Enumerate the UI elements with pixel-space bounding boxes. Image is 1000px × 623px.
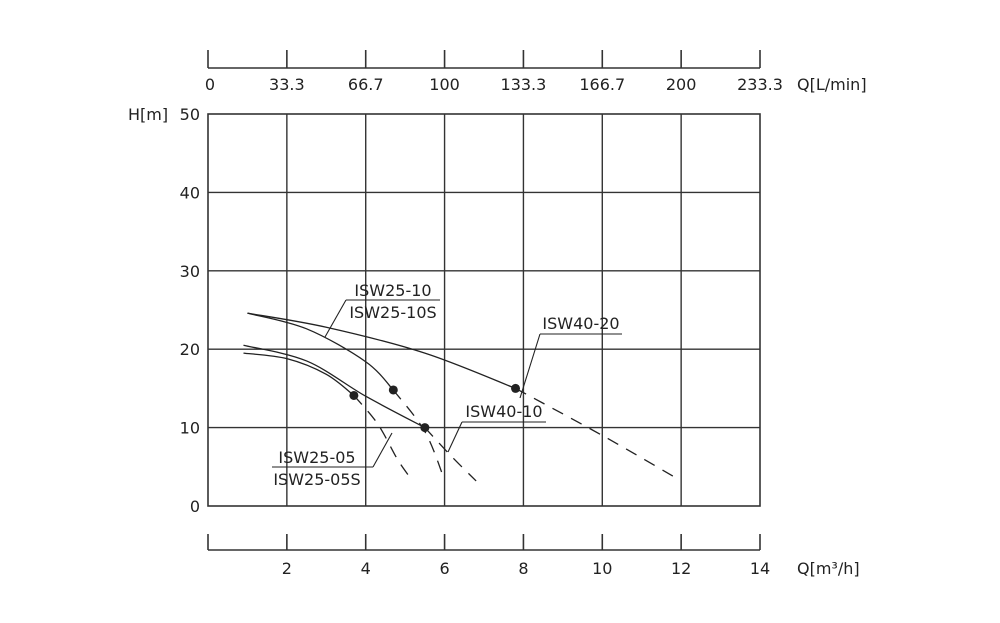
x2-axis-label: Q[L/min] — [797, 75, 867, 94]
x-tick-label: 14 — [750, 559, 770, 578]
bep-point-isw25-05s — [420, 423, 430, 433]
x2-tick-label: 166.7 — [579, 75, 625, 94]
leader-isw40-20 — [519, 333, 541, 399]
curve-label-isw25-05: ISW25-05 — [278, 448, 355, 467]
curve-label-isw25-10s: ISW25-10S — [349, 303, 436, 322]
curve-labels: ISW25-10 ISW25-10S ISW40-20 ISW40-10 ISW25-0… — [272, 281, 622, 489]
curve-label-isw40-10: ISW40-10 — [465, 402, 542, 421]
curve-label-isw40-20: ISW40-20 — [542, 314, 619, 333]
x-axis-label: Q[m³/h] — [797, 559, 860, 578]
bep-point-isw40-20 — [511, 383, 521, 393]
y-tick-label: 40 — [180, 183, 200, 202]
x2-tick-label: 133.3 — [501, 75, 547, 94]
x-tick-label: 10 — [592, 559, 612, 578]
x2-tick-label: 0 — [205, 75, 215, 94]
curves — [243, 312, 678, 482]
y-tick-label: 20 — [180, 340, 200, 359]
x2-tick-label: 66.7 — [348, 75, 384, 94]
leader-isw25-05 — [372, 432, 393, 468]
x-tick-label: 2 — [282, 559, 292, 578]
curve-solid-isw25-10 — [247, 312, 394, 391]
grid — [207, 113, 761, 507]
x-tick-label: 12 — [671, 559, 691, 578]
curve-solid-isw25-05s — [243, 344, 426, 429]
x2-tick-label: 233.3 — [737, 75, 783, 94]
x2-tick-label: 33.3 — [269, 75, 305, 94]
bep-point-isw25-05 — [349, 390, 359, 400]
x2-tick-label: 100 — [429, 75, 460, 94]
leader-isw40-10 — [447, 421, 463, 453]
y-axis-label: H[m] — [128, 105, 168, 124]
plot-frame — [207, 113, 761, 507]
x-tick-label: 6 — [439, 559, 449, 578]
bep-point-isw25-10 — [388, 385, 398, 395]
curve-label-isw25-10: ISW25-10 — [354, 281, 431, 300]
curve-dashed-isw40-20 — [515, 387, 678, 480]
y-tick-label: 10 — [180, 419, 200, 438]
x-tick-label: 8 — [518, 559, 528, 578]
y-tick-label: 50 — [180, 105, 200, 124]
x2-tick-label: 200 — [666, 75, 697, 94]
y-tick-label: 0 — [190, 497, 200, 516]
curve-dashed-isw25-10 — [392, 389, 446, 481]
curve-label-isw25-05s: ISW25-05S — [273, 470, 360, 489]
curve-dashed-isw25-05 — [353, 395, 410, 477]
leader-isw25-10 — [324, 299, 347, 338]
y-tick-label: 30 — [180, 262, 200, 281]
axes: 0 10 20 30 40 50 2 4 6 8 10 12 14 0 33.3 66.7 100 133.3 16… — [180, 50, 783, 578]
curve-solid-isw40-20 — [247, 312, 516, 390]
curve-solid-isw25-05 — [243, 352, 355, 396]
curve-dashed-isw25-05s — [424, 427, 477, 482]
x-tick-label: 4 — [361, 559, 371, 578]
